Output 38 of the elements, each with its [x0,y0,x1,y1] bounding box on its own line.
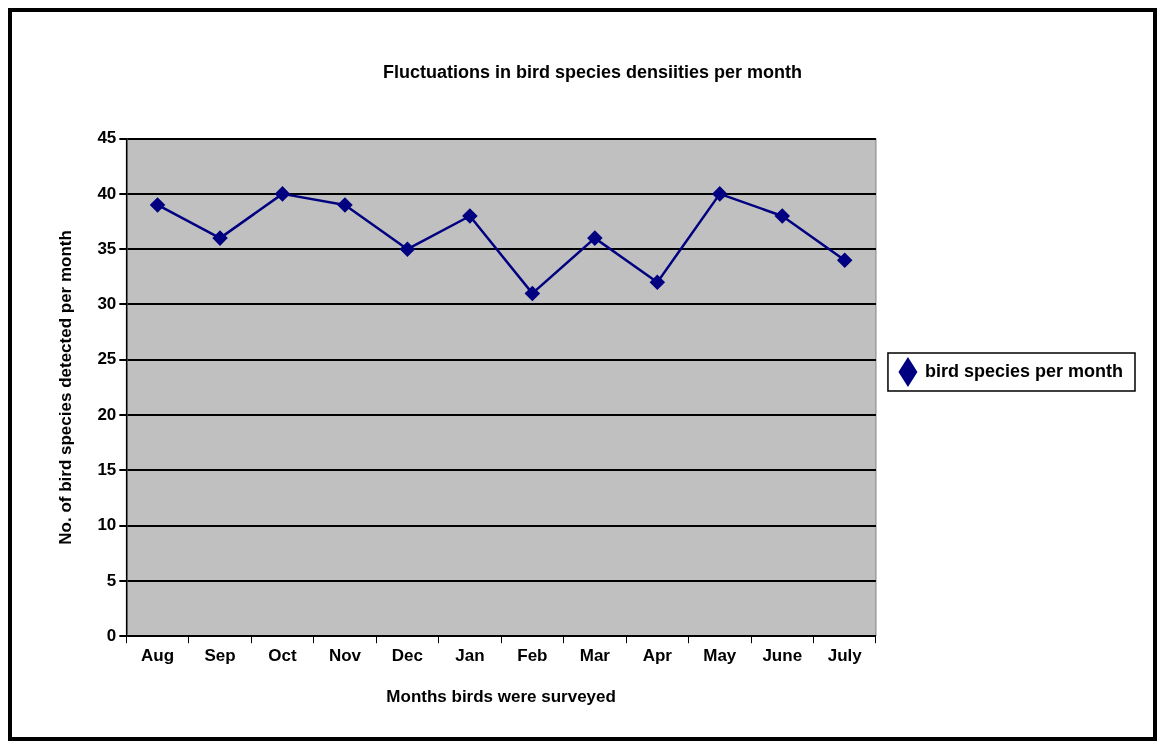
y-tick-label: 5 [106,570,117,590]
y-tick-label: 25 [97,349,117,369]
x-tick-label: July [827,646,863,666]
point [275,186,290,202]
y-tick-label: 10 [97,515,117,535]
y-tick-label: 0 [106,625,117,645]
point [775,208,790,224]
y-tick-label: 20 [97,404,117,424]
y-axis-title: No. of bird species detected per month [55,230,75,545]
legend-label: bird species per month [924,360,1123,381]
point [337,197,353,213]
point [462,208,478,224]
point [650,275,665,290]
x-tick-label: Aug [141,646,175,666]
chart-title: Fluctuations in bird species densiities per month [382,61,803,82]
point [400,241,415,257]
x-tick-label: Mar [579,646,611,666]
y-tick-label: 40 [97,183,117,203]
y-tick-label: 35 [97,238,117,258]
x-tick-label: June [762,646,803,666]
x-tick-label: Oct [268,646,297,666]
y-tick-label: 15 [97,460,117,480]
x-axis-title: Months birds were surveyed [386,687,616,707]
point [525,286,540,301]
y-tick-label: 30 [97,294,117,314]
x-tick-label: Dec [391,646,424,666]
x-tick-label: Sep [204,646,236,666]
point [712,186,728,202]
point [587,230,603,246]
x-tick-label: Apr [642,646,673,666]
x-tick-label: Feb [517,646,548,666]
point [837,252,852,268]
x-tick-label: Jan [455,646,485,666]
y-tick-label: 45 [97,128,117,148]
x-tick-label: Nov [328,646,362,666]
point [150,197,165,213]
point [212,230,228,246]
x-tick-label: May [703,646,737,666]
